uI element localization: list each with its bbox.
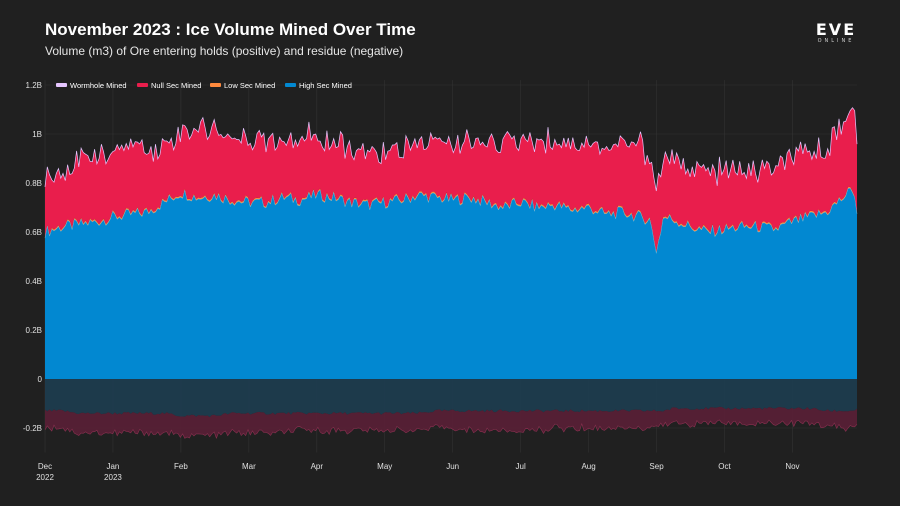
legend-label: Wormhole Mined [70,81,127,90]
legend-label: High Sec Mined [299,81,352,90]
x-tick-label: Apr [311,462,324,471]
y-tick-label: -0.2B [23,424,42,433]
x-tick-label: Jan [106,462,119,471]
x-tick-label: Dec [38,462,52,471]
y-tick-label: 0.8B [26,179,42,188]
legend-label: Null Sec Mined [151,81,201,90]
residue-outline [44,419,858,439]
y-tick-label: 1.2B [26,81,42,90]
legend-swatch [210,83,221,87]
legend-swatch [285,83,296,87]
chart-subtitle: Volume (m3) of Ore entering holds (posit… [45,44,404,58]
x-tick-label: May [377,462,392,471]
wormhole-line [44,107,858,192]
high-sec-line [44,187,858,254]
y-tick-label: 0.4B [26,277,42,286]
x-tick-label: Feb [174,462,188,471]
eve-online-logo: EVE ONLINE [808,22,864,45]
high-sec-area [45,188,857,379]
x-tick-label: Jun [446,462,459,471]
x-tick-sublabel: 2023 [104,473,122,482]
y-tick-label: 0.2B [26,326,42,335]
x-tick-label: Oct [718,462,731,471]
null-sec-area [45,107,857,252]
x-tick-label: Jul [516,462,526,471]
x-tick-label: Aug [581,462,595,471]
y-tick-label: 1B [32,130,42,139]
x-tick-label: Mar [242,462,256,471]
logo-main-text: EVE [815,20,857,39]
residue-high-sec-area [45,379,857,418]
x-tick-label: Nov [785,462,799,471]
y-axis-ticks: 1.2B 1B 0.8B 0.6B 0.4B 0.2B 0 -0.2B [23,81,43,433]
x-tick-sublabel: 2022 [36,473,54,482]
area-series [44,107,858,439]
legend-swatch [137,83,148,87]
logo-sub-text: ONLINE [817,38,855,44]
chart-title: November 2023 : Ice Volume Mined Over Ti… [45,20,416,39]
x-tick-label: Sep [649,462,664,471]
legend-swatch [56,83,67,87]
residue-null-sec-area [45,406,857,439]
y-tick-label: 0 [38,375,43,384]
x-axis-ticks: Dec 2022 Jan 2023 Feb Mar Apr May Jun Jul Aug Sep Oc… [36,462,799,482]
chart-legend: Wormhole Mined Null Sec Mined Low Sec Mine… [56,81,352,90]
y-tick-label: 0.6B [26,228,42,237]
legend-label: Low Sec Mined [224,81,275,90]
